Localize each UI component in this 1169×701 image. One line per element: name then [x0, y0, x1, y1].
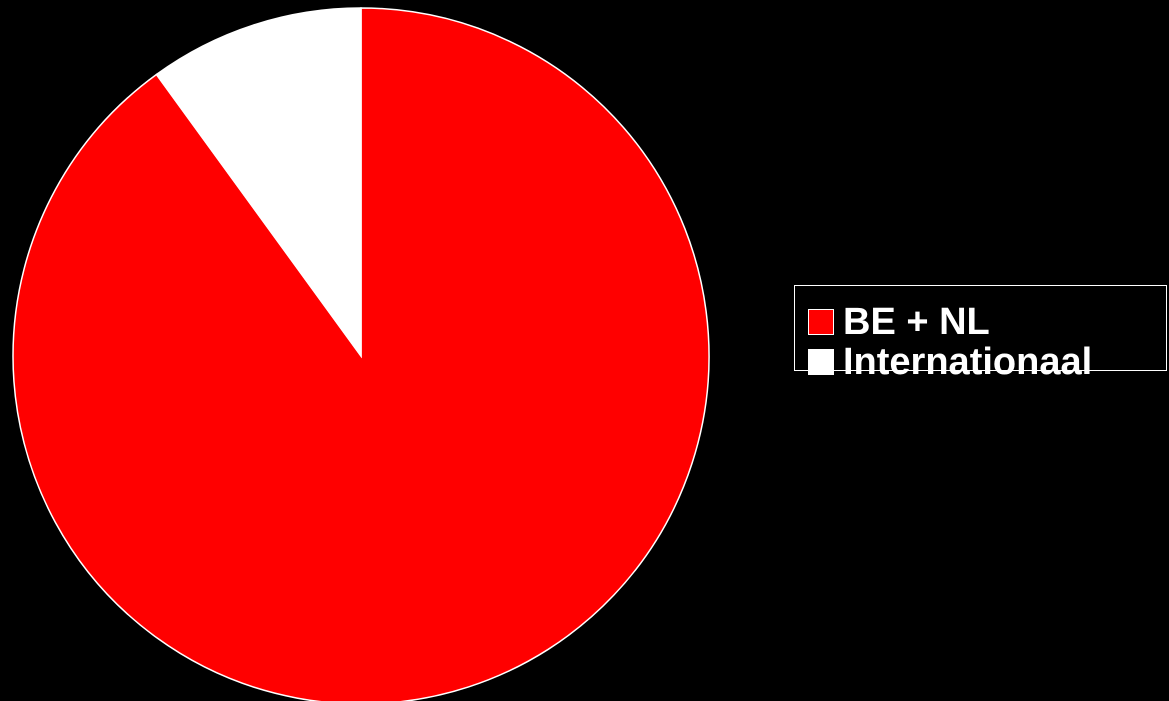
- legend-item: Internationaal: [808, 340, 1092, 384]
- pie-slices: [12, 7, 710, 701]
- legend-swatch: [808, 309, 834, 335]
- legend-swatch: [808, 349, 834, 375]
- legend-label: BE + NL: [843, 301, 990, 343]
- legend-label: Internationaal: [843, 341, 1093, 383]
- pie-slice-be-nl: [12, 7, 710, 701]
- legend: BE + NL Internationaal: [794, 285, 1167, 383]
- legend-item: BE + NL: [808, 300, 990, 344]
- pie-chart: [12, 7, 710, 701]
- pie-slice-internationaal: [155, 7, 362, 359]
